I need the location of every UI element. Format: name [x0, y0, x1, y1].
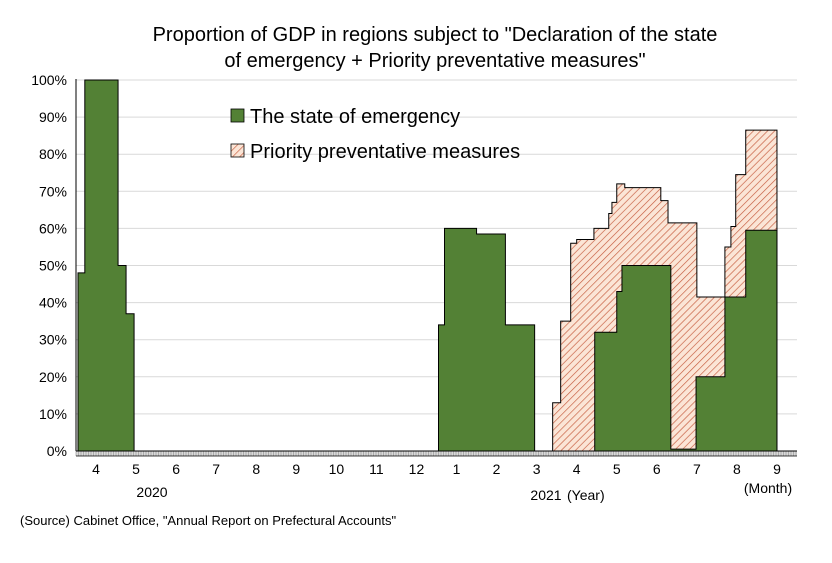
x-tick-label: 12	[409, 461, 425, 477]
x-tick-label: 2	[493, 461, 501, 477]
x-tick-label: 10	[329, 461, 345, 477]
gridlines	[76, 79, 797, 415]
chart-title-line2: of emergency + Priority preventative mea…	[224, 50, 645, 72]
x-tick-label: 8	[252, 461, 260, 477]
y-axis-ticks: 0% 10% 20% 30% 40% 50% 60% 70% 80% 90% 100%	[31, 72, 67, 459]
legend-swatch-emergency	[230, 108, 245, 123]
x-tick-label: 3	[533, 461, 541, 477]
x-tick-label: 1	[453, 461, 461, 477]
x-tick-label: 7	[212, 461, 220, 477]
year-unit-label: (Year)	[567, 487, 605, 503]
x-tick-label: 11	[369, 461, 384, 477]
y-tick-label: 30%	[39, 332, 67, 348]
x-tick-label: 5	[613, 461, 621, 477]
source-note: (Source) Cabinet Office, "Annual Report …	[20, 513, 396, 528]
chart-title: Proportion of GDP in regions subject to …	[153, 24, 718, 46]
y-tick-label: 10%	[39, 406, 67, 422]
x-axis-ticks: 4 5 6 7 8 9 10 11 12 1 2 3 4 5 6 7 8 9	[92, 461, 781, 477]
x-tick-label: 5	[132, 461, 140, 477]
x-tick-label: 8	[733, 461, 741, 477]
y-tick-label: 20%	[39, 369, 67, 385]
y-tick-label: 100%	[31, 72, 67, 88]
y-tick-label: 50%	[39, 258, 67, 274]
x-tick-label: 9	[292, 461, 300, 477]
x-axis-band	[76, 451, 797, 456]
x-tick-label: 4	[92, 461, 100, 477]
series-layer	[77, 79, 778, 452]
axes	[75, 79, 797, 457]
legend: The state of emergency Priority preventa…	[230, 106, 520, 163]
y-tick-label: 40%	[39, 295, 67, 311]
y-tick-label: 0%	[47, 443, 67, 459]
year-label-2021: 2021	[530, 487, 561, 503]
x-tick-label: 7	[693, 461, 701, 477]
x-tick-label: 9	[773, 461, 781, 477]
series-area-emergency	[77, 79, 778, 452]
x-tick-label: 4	[573, 461, 581, 477]
x-axis-strip	[75, 451, 797, 456]
y-tick-label: 60%	[39, 220, 67, 236]
y-tick-label: 90%	[39, 109, 67, 125]
x-tick-label: 6	[172, 461, 180, 477]
legend-swatch-priority	[230, 143, 245, 158]
year-label-2020: 2020	[136, 484, 167, 500]
legend-label-emergency: The state of emergency	[250, 106, 460, 128]
x-tick-label: 6	[653, 461, 661, 477]
month-unit-label: (Month)	[744, 480, 792, 496]
y-tick-label: 80%	[39, 146, 67, 162]
legend-label-priority: Priority preventative measures	[250, 141, 520, 163]
y-tick-label: 70%	[39, 183, 67, 199]
